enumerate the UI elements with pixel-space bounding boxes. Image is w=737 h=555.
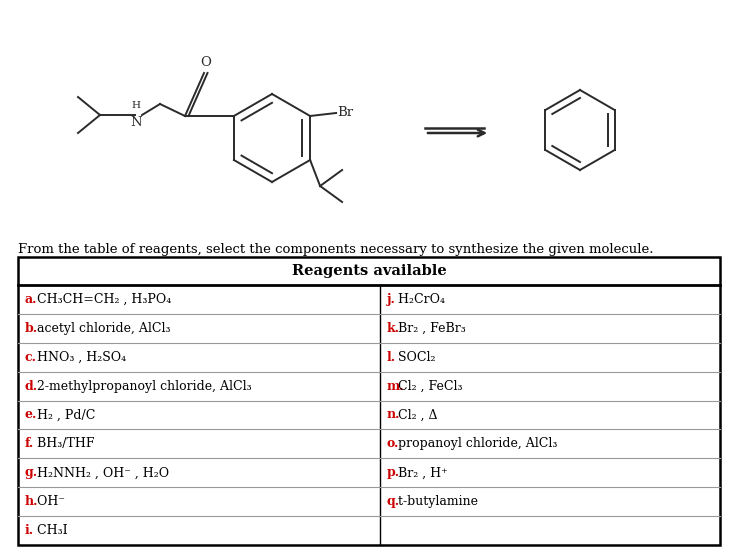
Text: propanoyl chloride, AlCl₃: propanoyl chloride, AlCl₃	[394, 437, 558, 451]
Text: i.: i.	[25, 524, 34, 537]
Text: b.: b.	[25, 322, 38, 335]
Text: o.: o.	[386, 437, 399, 451]
Text: Reagents available: Reagents available	[292, 264, 447, 278]
Text: OH⁻: OH⁻	[32, 495, 65, 508]
Text: H₂CrO₄: H₂CrO₄	[394, 293, 445, 306]
Text: CH₃I: CH₃I	[32, 524, 67, 537]
Text: Br₂ , FeBr₃: Br₂ , FeBr₃	[394, 322, 466, 335]
Text: O: O	[200, 56, 211, 69]
Text: t-butylamine: t-butylamine	[394, 495, 478, 508]
Text: From the table of reagents, select the components necessary to synthesize the gi: From the table of reagents, select the c…	[18, 243, 654, 256]
Text: j.: j.	[386, 293, 396, 306]
Text: 2-methylpropanoyl chloride, AlCl₃: 2-methylpropanoyl chloride, AlCl₃	[32, 380, 251, 392]
Text: BH₃/THF: BH₃/THF	[32, 437, 94, 451]
Bar	[18, 257, 720, 545]
Text: f.: f.	[25, 437, 34, 451]
Text: d.: d.	[25, 380, 38, 392]
Text: q.: q.	[386, 495, 399, 508]
Text: HNO₃ , H₂SO₄: HNO₃ , H₂SO₄	[32, 351, 126, 364]
Text: h.: h.	[25, 495, 38, 508]
Text: Cl₂ , Δ: Cl₂ , Δ	[394, 408, 438, 421]
Text: n.: n.	[386, 408, 400, 421]
Text: H₂NNH₂ , OH⁻ , H₂O: H₂NNH₂ , OH⁻ , H₂O	[32, 466, 169, 480]
Text: m.: m.	[386, 380, 404, 392]
Text: Cl₂ , FeCl₃: Cl₂ , FeCl₃	[394, 380, 463, 392]
Text: CH₃CH=CH₂ , H₃PO₄: CH₃CH=CH₂ , H₃PO₄	[32, 293, 171, 306]
Text: p.: p.	[386, 466, 399, 480]
Text: acetyl chloride, AlCl₃: acetyl chloride, AlCl₃	[32, 322, 170, 335]
Text: Br: Br	[337, 107, 353, 119]
Text: H: H	[131, 101, 141, 110]
Text: g.: g.	[25, 466, 38, 480]
Text: e.: e.	[25, 408, 38, 421]
Text: H₂ , Pd/C: H₂ , Pd/C	[32, 408, 95, 421]
Text: c.: c.	[25, 351, 37, 364]
Text: l.: l.	[386, 351, 396, 364]
Text: N: N	[130, 116, 142, 129]
Text: SOCl₂: SOCl₂	[394, 351, 436, 364]
Text: Br₂ , H⁺: Br₂ , H⁺	[394, 466, 448, 480]
Text: a.: a.	[25, 293, 38, 306]
Text: k.: k.	[386, 322, 399, 335]
